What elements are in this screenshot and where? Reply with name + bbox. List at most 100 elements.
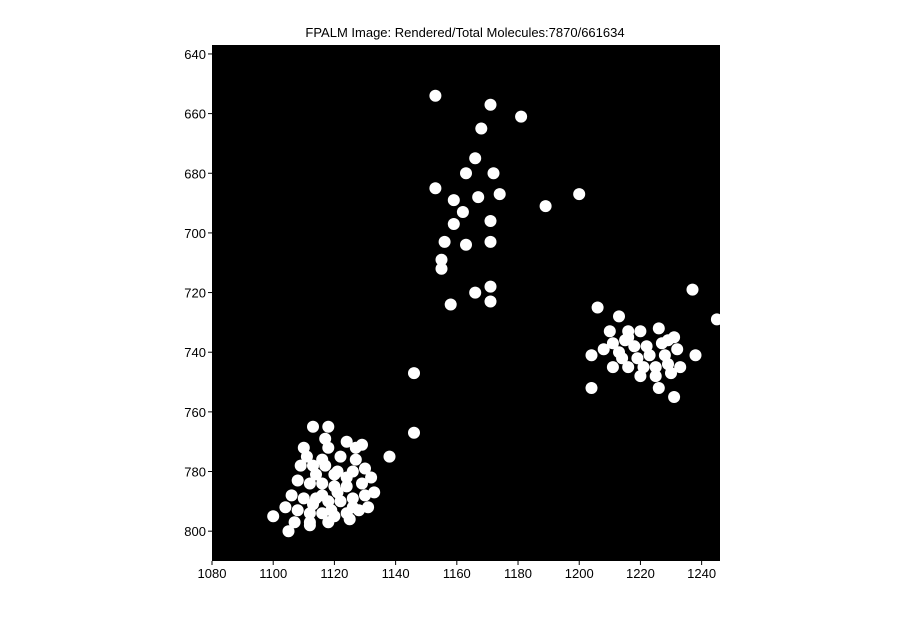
molecule-point-81 — [316, 477, 329, 490]
x-tick-label-2: 1120 — [320, 566, 348, 581]
molecule-point-96 — [303, 507, 316, 520]
molecule-point-11 — [539, 200, 552, 213]
molecule-point-57 — [585, 382, 598, 394]
molecule-point-109 — [316, 453, 329, 466]
molecule-point-83 — [340, 480, 353, 493]
molecule-point-10 — [472, 191, 485, 204]
y-tick-label-6: 760 — [184, 405, 206, 420]
molecule-point-55 — [689, 349, 702, 362]
y-tick-label-2: 680 — [184, 166, 206, 181]
molecule-point-41 — [643, 349, 656, 362]
molecule-point-24 — [444, 298, 457, 311]
molecule-point-19 — [435, 253, 448, 266]
molecule-point-29 — [603, 325, 616, 338]
molecule-point-110 — [328, 468, 341, 481]
molecule-point-56 — [652, 382, 665, 394]
molecule-point-59 — [606, 337, 619, 350]
molecule-point-95 — [291, 504, 304, 517]
molecule-point-70 — [322, 441, 335, 454]
molecule-point-58 — [668, 391, 681, 403]
x-axis: 1080 1100 1120 1140 1160 1180 1200 1220 1240 — [198, 561, 716, 581]
molecule-point-22 — [469, 286, 482, 299]
molecule-point-80 — [303, 477, 316, 490]
molecule-point-12 — [573, 188, 586, 201]
molecule-point-16 — [438, 235, 451, 248]
molecule-point-61 — [674, 361, 687, 374]
molecule-point-87 — [297, 492, 310, 505]
molecule-point-114 — [331, 486, 344, 499]
molecule-point-93 — [368, 486, 381, 499]
molecule-point-46 — [649, 361, 662, 374]
y-axis: 640 660 680 700 720 740 760 780 800 — [184, 47, 212, 539]
molecule-point-23 — [484, 295, 497, 308]
molecule-point-63 — [408, 426, 420, 439]
y-tick-label-7: 780 — [184, 465, 206, 480]
molecule-point-4 — [469, 152, 482, 165]
x-tick-label-0: 1080 — [198, 566, 227, 581]
molecule-point-5 — [460, 167, 472, 180]
molecule-point-107 — [303, 519, 316, 532]
molecule-point-26 — [613, 310, 625, 323]
molecule-point-97 — [316, 507, 329, 520]
molecule-point-112 — [340, 471, 353, 484]
molecule-point-27 — [686, 283, 699, 296]
molecule-point-71 — [334, 450, 347, 463]
molecule-point-91 — [346, 492, 359, 505]
molecule-point-7 — [429, 182, 442, 195]
molecule-point-79 — [291, 474, 304, 487]
molecule-point-50 — [649, 370, 662, 383]
molecule-point-94 — [279, 501, 292, 514]
molecule-point-84 — [356, 477, 368, 490]
molecule-point-48 — [606, 361, 619, 374]
molecule-point-73 — [294, 459, 307, 472]
molecule-point-103 — [288, 516, 301, 529]
molecule-point-118 — [346, 501, 359, 514]
x-tick-label-8: 1240 — [687, 566, 716, 581]
molecule-point-31 — [634, 325, 647, 338]
molecule-point-9 — [447, 194, 460, 207]
molecule-point-106 — [343, 513, 356, 526]
molecule-point-25 — [591, 301, 604, 314]
x-tick-label-6: 1200 — [565, 566, 594, 581]
molecule-point-101 — [362, 501, 375, 514]
molecule-point-120 — [307, 498, 319, 511]
molecule-point-13 — [456, 206, 469, 218]
molecule-point-17 — [460, 238, 472, 251]
molecule-point-86 — [285, 489, 298, 502]
scatter-points — [267, 89, 723, 538]
y-tick-label-5: 740 — [184, 345, 206, 360]
x-tick-label-3: 1140 — [382, 566, 410, 581]
chart-title: FPALM Image: Rendered/Total Molecules:78… — [305, 25, 624, 40]
molecule-point-108 — [282, 525, 295, 538]
y-tick-label-4: 720 — [184, 286, 206, 301]
molecule-point-28 — [710, 313, 723, 326]
molecule-point-53 — [619, 334, 632, 347]
molecule-point-60 — [622, 325, 635, 338]
molecule-point-20 — [435, 262, 448, 275]
molecule-point-105 — [322, 516, 335, 529]
molecule-point-51 — [665, 367, 677, 380]
molecule-point-78 — [359, 462, 371, 475]
molecule-point-2 — [515, 110, 528, 123]
y-tick-label-1: 660 — [184, 107, 206, 122]
molecule-point-64 — [383, 450, 396, 463]
molecule-point-32 — [652, 322, 665, 335]
x-tick-label-1: 1100 — [259, 566, 287, 581]
molecule-point-8 — [493, 188, 506, 201]
molecule-point-92 — [359, 489, 371, 502]
molecule-point-44 — [622, 361, 635, 374]
molecule-point-67 — [340, 435, 353, 448]
molecule-point-15 — [484, 215, 497, 227]
molecule-point-52 — [585, 349, 598, 362]
molecule-point-39 — [616, 352, 629, 365]
molecule-point-117 — [325, 504, 338, 517]
molecule-point-66 — [322, 420, 335, 433]
y-tick-label-3: 700 — [184, 226, 206, 241]
molecule-point-40 — [631, 352, 644, 365]
molecule-point-49 — [634, 370, 647, 383]
molecule-point-113 — [310, 468, 322, 481]
molecule-point-34 — [628, 340, 641, 353]
molecule-point-72 — [349, 453, 362, 466]
molecule-point-54 — [662, 334, 674, 347]
